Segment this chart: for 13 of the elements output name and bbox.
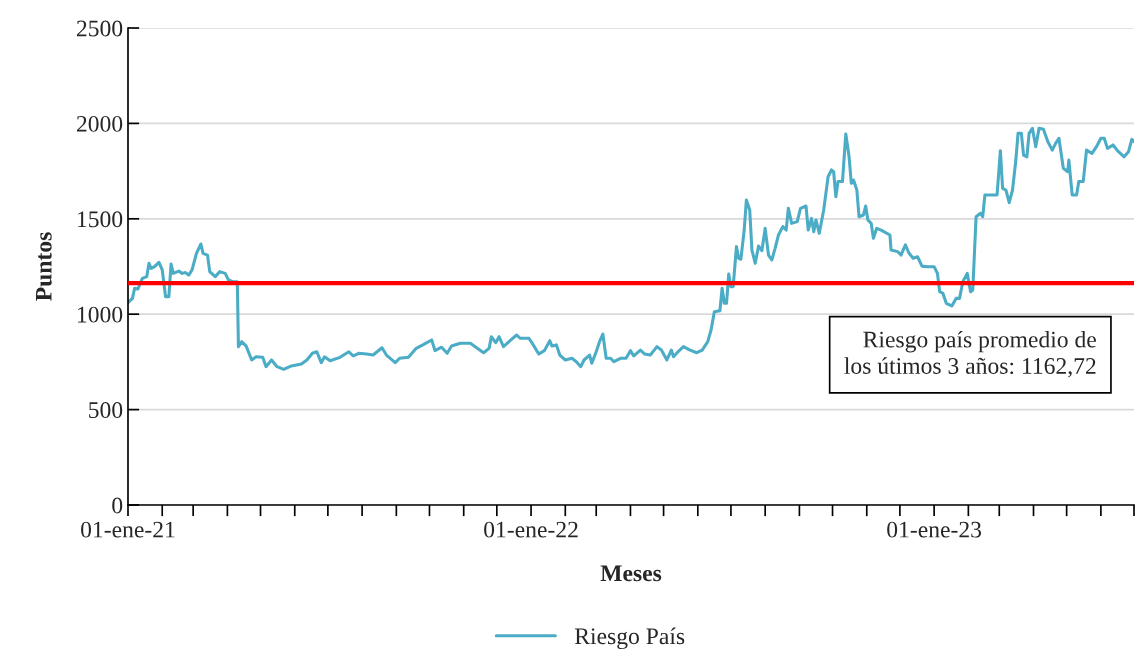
ref-line-label: Riesgo país promedio de los útimos 3 años: 1162,72 <box>844 330 1096 378</box>
x-tick-label: 01-ene-23 <box>887 521 982 538</box>
y-tick-label: 0 <box>112 497 123 514</box>
x-tick-label: 01-ene-22 <box>484 521 578 538</box>
y-tick-label: 500 <box>89 402 123 419</box>
x-tick-label: 01-ene-21 <box>81 521 175 538</box>
legend-label: Riesgo País <box>574 627 685 650</box>
y-tick-label: 2000 <box>76 115 123 132</box>
y-axis-title: Puntos <box>35 232 52 301</box>
y-tick-label: 1500 <box>77 211 123 228</box>
y-tick-label: 1000 <box>77 306 123 323</box>
y-tick-label: 2500 <box>76 20 123 37</box>
x-axis-title: Meses <box>600 565 662 582</box>
